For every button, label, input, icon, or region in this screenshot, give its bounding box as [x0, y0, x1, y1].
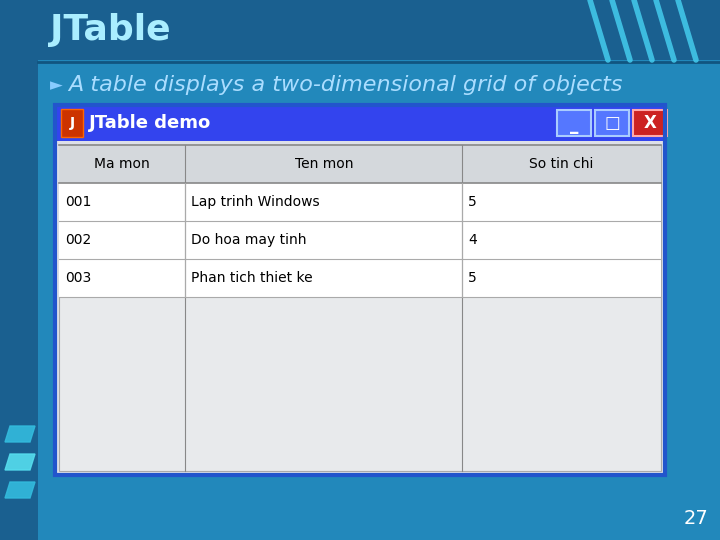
Text: Do hoa may tinh: Do hoa may tinh: [192, 233, 307, 247]
Bar: [595, 110, 629, 136]
Text: A table displays a two-dimensional grid of objects: A table displays a two-dimensional grid …: [68, 75, 623, 95]
Bar: [633, 110, 667, 136]
Text: □: □: [604, 114, 620, 132]
Polygon shape: [5, 454, 35, 470]
Text: 003: 003: [65, 271, 91, 285]
Bar: [55, 105, 665, 475]
Text: 4: 4: [468, 233, 477, 247]
Bar: [0, 0, 720, 60]
Text: 5: 5: [468, 195, 477, 209]
Bar: [59, 221, 661, 259]
Polygon shape: [5, 482, 35, 498]
Text: So tin chi: So tin chi: [529, 157, 594, 171]
Text: _: _: [570, 116, 578, 134]
Bar: [55, 105, 665, 141]
Bar: [557, 110, 591, 136]
Bar: [59, 145, 661, 471]
Bar: [61, 109, 83, 137]
Text: Lap trinh Windows: Lap trinh Windows: [192, 195, 320, 209]
Text: X: X: [644, 114, 657, 132]
Text: Ma mon: Ma mon: [94, 157, 150, 171]
Text: Phan tich thiet ke: Phan tich thiet ke: [192, 271, 313, 285]
Text: JTable: JTable: [50, 13, 171, 47]
Bar: [59, 259, 661, 297]
Bar: [59, 145, 661, 183]
Text: 5: 5: [468, 271, 477, 285]
Text: J: J: [69, 116, 75, 130]
Text: 001: 001: [65, 195, 91, 209]
Bar: [0, 0, 38, 540]
Text: JTable demo: JTable demo: [89, 114, 211, 132]
Polygon shape: [5, 426, 35, 442]
Text: Ten mon: Ten mon: [294, 157, 353, 171]
Text: 27: 27: [683, 509, 708, 528]
Text: ►: ►: [50, 76, 63, 94]
Bar: [59, 183, 661, 221]
Text: 002: 002: [65, 233, 91, 247]
Bar: [55, 105, 665, 475]
